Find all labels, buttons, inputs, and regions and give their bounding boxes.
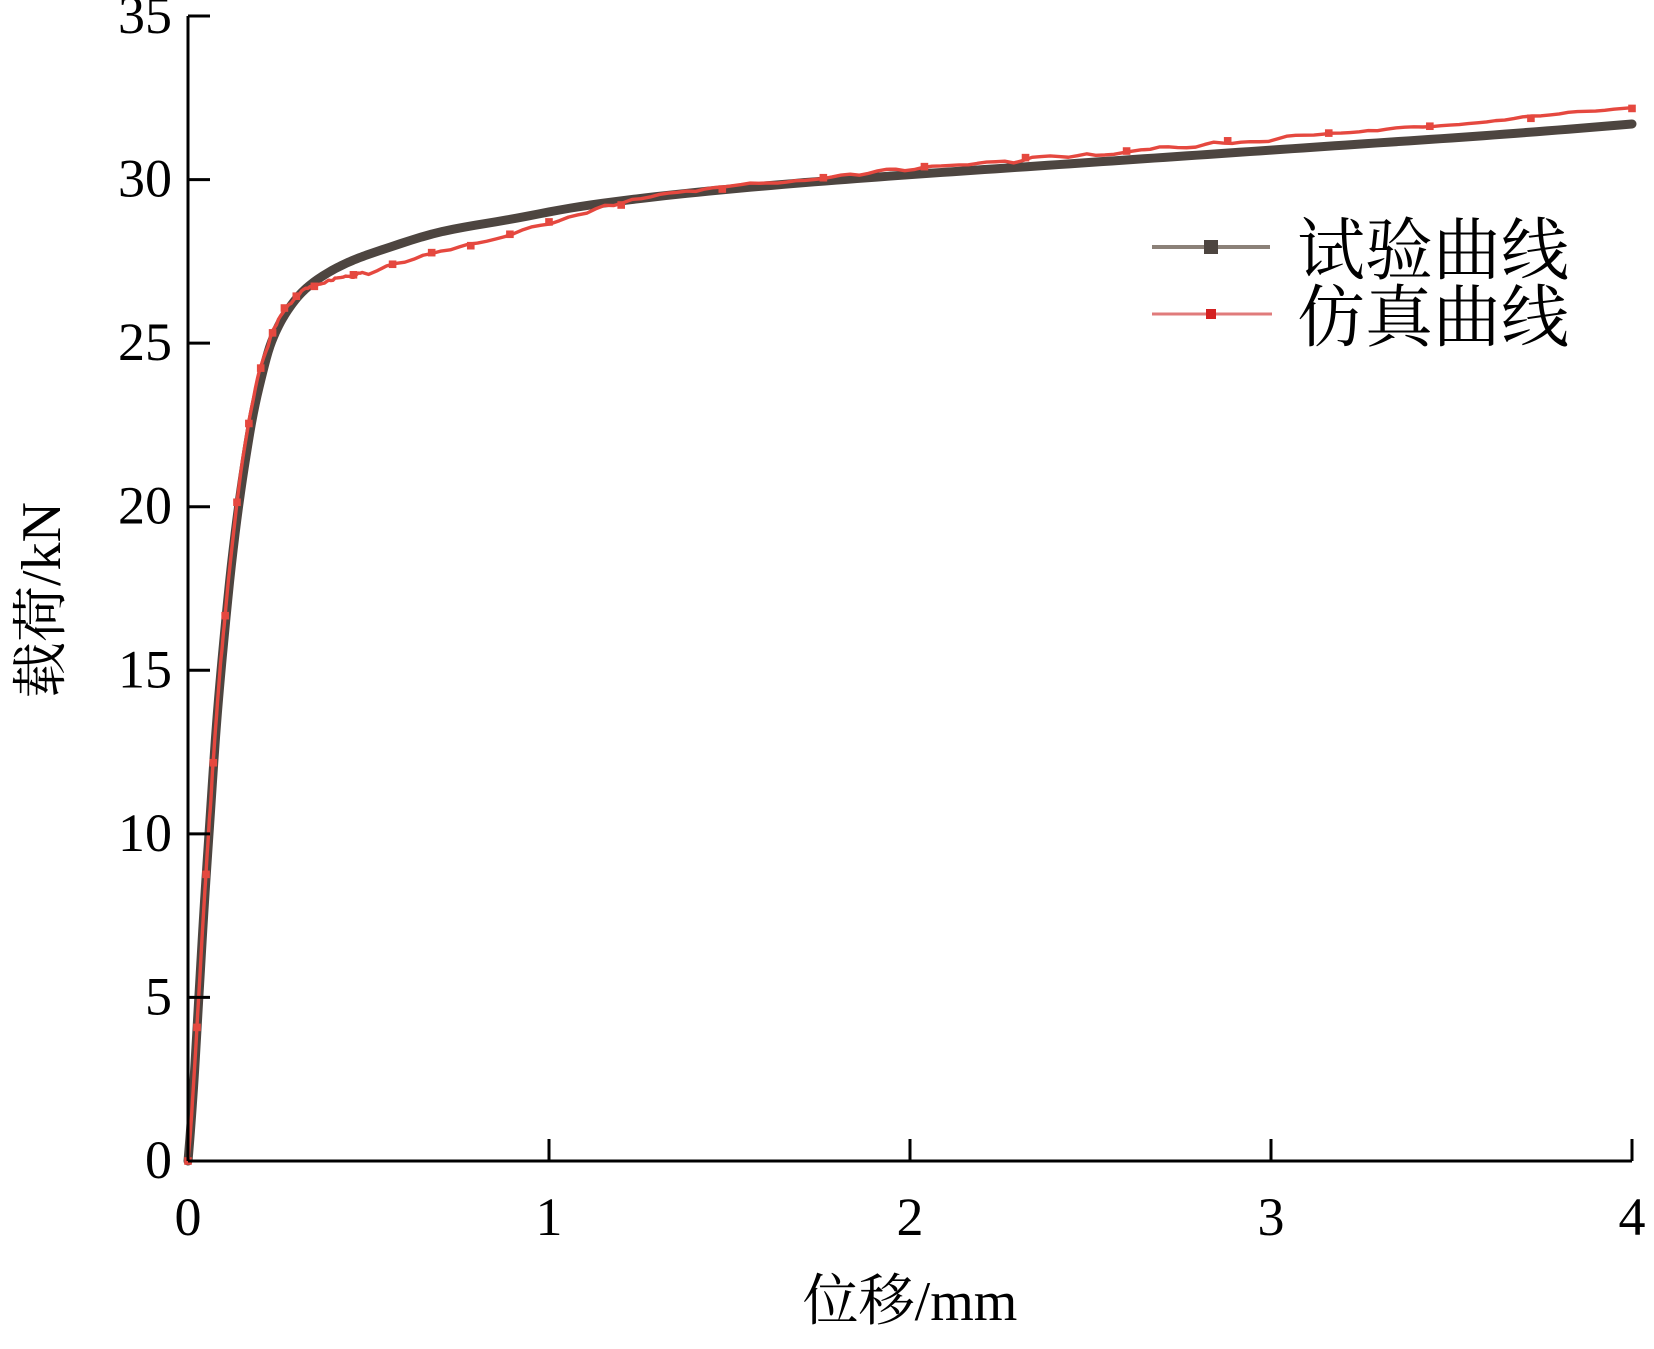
svg-text:5: 5 bbox=[145, 966, 172, 1026]
svg-text:0: 0 bbox=[145, 1130, 172, 1190]
svg-text:30: 30 bbox=[118, 149, 172, 209]
svg-text:仿真曲线: 仿真曲线 bbox=[1297, 280, 1569, 356]
svg-text:0: 0 bbox=[175, 1187, 202, 1247]
svg-text:位移/mm: 位移/mm bbox=[803, 1271, 1018, 1333]
svg-text:1: 1 bbox=[536, 1187, 563, 1247]
svg-text:20: 20 bbox=[118, 476, 172, 536]
svg-text:2: 2 bbox=[897, 1187, 924, 1247]
svg-text:15: 15 bbox=[118, 639, 172, 699]
svg-text:35: 35 bbox=[118, 0, 172, 45]
svg-text:4: 4 bbox=[1619, 1187, 1646, 1247]
svg-text:25: 25 bbox=[118, 312, 172, 372]
svg-text:10: 10 bbox=[118, 803, 172, 863]
svg-text:试验曲线: 试验曲线 bbox=[1297, 213, 1569, 289]
svg-text:3: 3 bbox=[1258, 1187, 1285, 1247]
svg-text:载荷/kN: 载荷/kN bbox=[11, 502, 73, 698]
